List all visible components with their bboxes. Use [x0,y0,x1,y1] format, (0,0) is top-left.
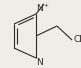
Text: +: + [43,3,48,8]
Text: N: N [36,58,43,67]
Text: O: O [44,0,51,2]
Text: Cl: Cl [73,35,81,44]
Text: N: N [36,4,43,13]
Text: ⁻: ⁻ [53,0,57,3]
